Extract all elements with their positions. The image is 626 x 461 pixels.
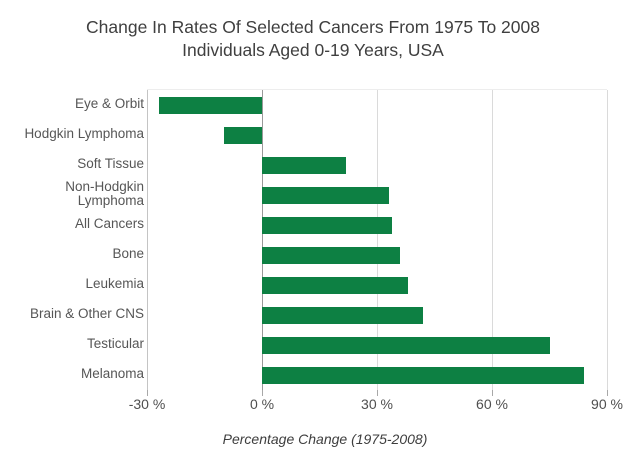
x-axis-tick-label: 60 %	[476, 396, 508, 412]
category-label: All Cancers	[0, 209, 144, 239]
gridline	[146, 90, 148, 390]
category-label-line: Melanoma	[80, 366, 144, 381]
x-axis-tick	[261, 390, 263, 396]
category-axis: Eye & Orbit Hodgkin Lymphoma Soft Tissue No…	[0, 89, 144, 389]
x-axis-tick-label: 90 %	[591, 396, 623, 412]
x-axis-tick	[146, 390, 148, 396]
bar	[262, 186, 389, 204]
category-label: Testicular	[0, 329, 144, 359]
category-label: Eye & Orbit	[0, 89, 144, 119]
x-axis-tick	[491, 390, 493, 396]
bar	[262, 306, 423, 324]
x-axis-title: Percentage Change (1975-2008)	[222, 431, 428, 447]
category-label-line: Lymphoma	[77, 193, 144, 208]
plot-area: -30 % 0 % 30 % 60 % 90 %	[129, 89, 623, 412]
chart-title-line-2: Individuals Aged 0-19 Years, USA	[182, 40, 444, 60]
category-label: Brain & Other CNS	[0, 299, 144, 329]
category-label: Leukemia	[0, 269, 144, 299]
category-label-line: Testicular	[86, 336, 144, 351]
x-axis-tick-label: 0 %	[249, 396, 275, 412]
category-label: Hodgkin Lymphoma	[0, 119, 144, 149]
gridline	[606, 90, 608, 390]
category-label-line: Leukemia	[85, 276, 144, 291]
zero-baseline	[261, 90, 263, 390]
gridline	[491, 90, 493, 390]
bar	[262, 276, 408, 294]
bar	[262, 216, 393, 234]
bar	[158, 96, 262, 114]
category-label-line: Hodgkin Lymphoma	[24, 126, 144, 141]
chart-title: Change In Rates Of Selected Cancers From…	[0, 16, 626, 62]
x-axis-tick-label: -30 %	[128, 396, 166, 412]
bar	[262, 336, 550, 354]
category-label: Bone	[0, 239, 144, 269]
category-label-line: Non-Hodgkin	[65, 179, 144, 194]
gridline	[376, 90, 378, 390]
category-label-line: Brain & Other CNS	[29, 306, 144, 321]
bar	[262, 246, 400, 264]
category-label: Melanoma	[0, 359, 144, 389]
bar	[262, 156, 347, 174]
x-axis-tick	[376, 390, 378, 396]
chart-title-line-1: Change In Rates Of Selected Cancers From…	[86, 17, 540, 37]
bar	[223, 126, 262, 144]
x-axis-tick-label: 30 %	[361, 396, 393, 412]
category-label-line: All Cancers	[74, 216, 144, 231]
category-label-line: Soft Tissue	[77, 156, 144, 171]
bar	[262, 366, 584, 384]
category-label: Soft Tissue	[0, 149, 144, 179]
x-axis-tick	[606, 390, 608, 396]
category-label-line: Eye & Orbit	[74, 96, 144, 111]
category-label-line: Bone	[112, 246, 144, 261]
category-label: Non-Hodgkin Lymphoma	[0, 179, 144, 209]
